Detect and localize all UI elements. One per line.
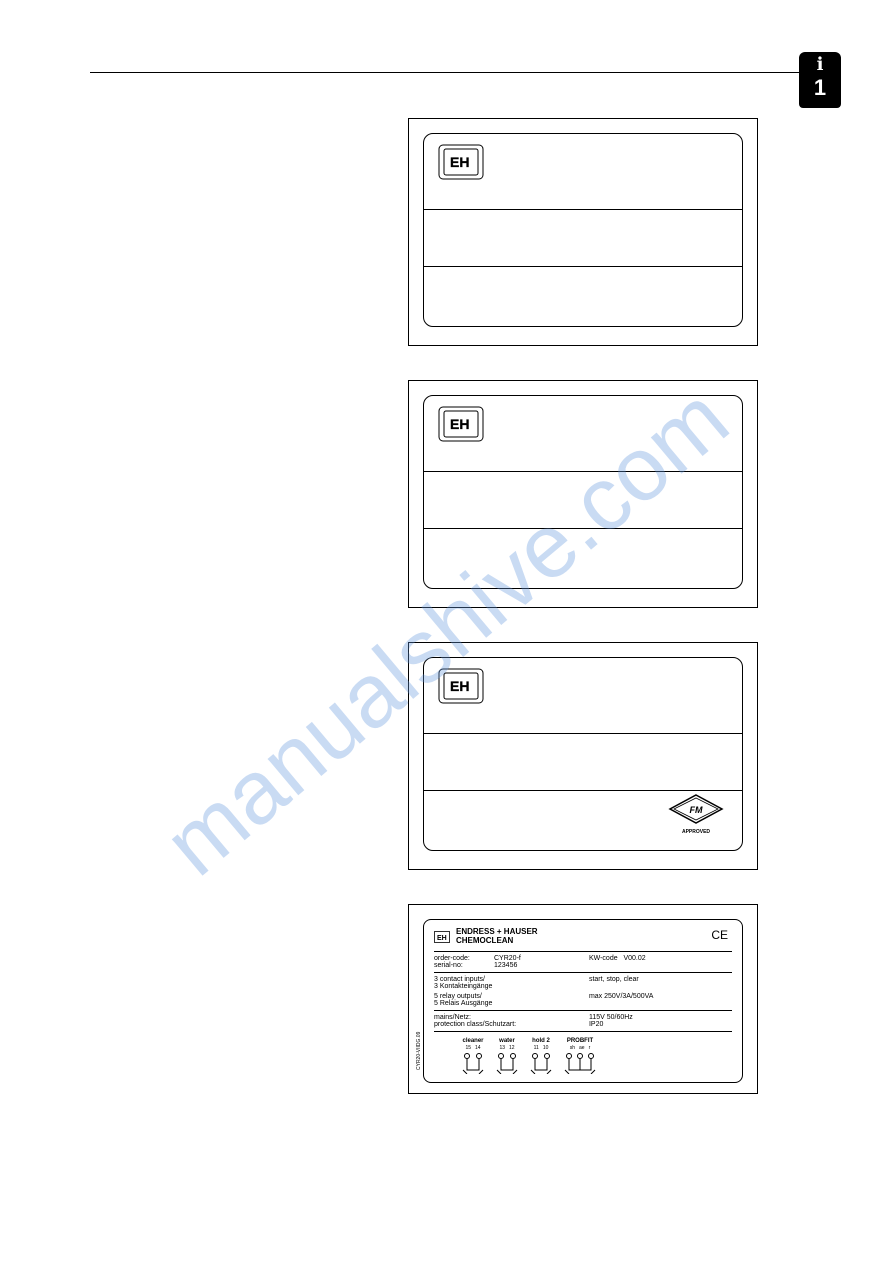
nameplate-figure-3: EH FM APPROVED	[408, 642, 758, 870]
nameplate-card: EH	[423, 395, 743, 589]
protection-label: protection class/Schutzart:	[434, 1021, 589, 1028]
chapter-number: 1	[814, 75, 826, 101]
terminal-probfit: PROBFIT shaer	[562, 1038, 598, 1074]
fm-approved-icon: FM APPROVED	[668, 793, 724, 840]
terminal-diagram: cleaner 1514 water 1312 hold 2 1110 PROB…	[434, 1032, 732, 1074]
protection-value: IP20	[589, 1021, 732, 1028]
kw-label: KW-code	[589, 955, 618, 962]
order-code-value: CYR20-f	[494, 955, 521, 962]
relay-outputs-de: 5 Relais Ausgänge	[434, 1000, 589, 1007]
eh-small-logo-icon: EH	[434, 931, 450, 943]
svg-text:EH: EH	[450, 154, 469, 170]
eh-logo-icon: EH	[438, 406, 484, 447]
svg-text:EH: EH	[437, 935, 447, 942]
svg-text:EH: EH	[450, 416, 469, 432]
kw-value: V00.02	[623, 955, 645, 962]
relay-outputs-en: 5 relay outputs/	[434, 993, 589, 1000]
svg-text:FM: FM	[690, 805, 703, 815]
eh-logo-icon: EH	[438, 668, 484, 709]
info-badge: ℹ 1	[799, 52, 841, 108]
order-code-label: order-code:	[434, 955, 494, 962]
chemo-row-order: order-code:CYR20-f serial-no:123456 KW-c…	[434, 952, 732, 973]
mains-value: 115V 50/60Hz	[589, 1014, 732, 1021]
serial-value: 123456	[494, 962, 517, 969]
mains-label: mains/Netz:	[434, 1014, 589, 1021]
product-name: CHEMOCLEAN	[456, 937, 538, 946]
nameplate-card: EH FM APPROVED	[423, 657, 743, 851]
header-divider	[90, 72, 800, 73]
chemoclean-figure: CE EH ENDRESS + HAUSER CHEMOCLEAN order-…	[408, 904, 758, 1094]
nameplate-figure-1: EH	[408, 118, 758, 346]
eh-logo-icon: EH	[438, 144, 484, 185]
svg-text:EH: EH	[450, 678, 469, 694]
info-icon: ℹ	[817, 54, 824, 75]
svg-text:APPROVED: APPROVED	[682, 829, 710, 835]
contact-values: start, stop, clear	[589, 976, 732, 983]
terminal-hold2: hold 2 1110	[528, 1038, 554, 1074]
serial-label: serial-no:	[434, 962, 494, 969]
contact-inputs-de: 3 Kontakteingänge	[434, 983, 589, 990]
ce-mark-icon: CE	[711, 928, 728, 942]
terminal-water: water 1312	[494, 1038, 520, 1074]
figures-column: EH EH	[408, 118, 758, 1094]
chemo-row-mains: mains/Netz: protection class/Schutzart: …	[434, 1011, 732, 1032]
nameplate-card: EH	[423, 133, 743, 327]
figure-code: CYR20-VIIDG.09	[416, 1031, 422, 1069]
relay-values: max 250V/3A/500VA	[589, 993, 732, 1000]
nameplate-figure-2: EH	[408, 380, 758, 608]
chemoclean-card: CE EH ENDRESS + HAUSER CHEMOCLEAN order-…	[423, 919, 743, 1083]
terminal-cleaner: cleaner 1514	[460, 1038, 486, 1074]
chemo-row-io: 3 contact inputs/ 3 Kontakteingänge 5 re…	[434, 973, 732, 1011]
contact-inputs-en: 3 contact inputs/	[434, 976, 589, 983]
chemoclean-header: EH ENDRESS + HAUSER CHEMOCLEAN	[434, 928, 732, 952]
